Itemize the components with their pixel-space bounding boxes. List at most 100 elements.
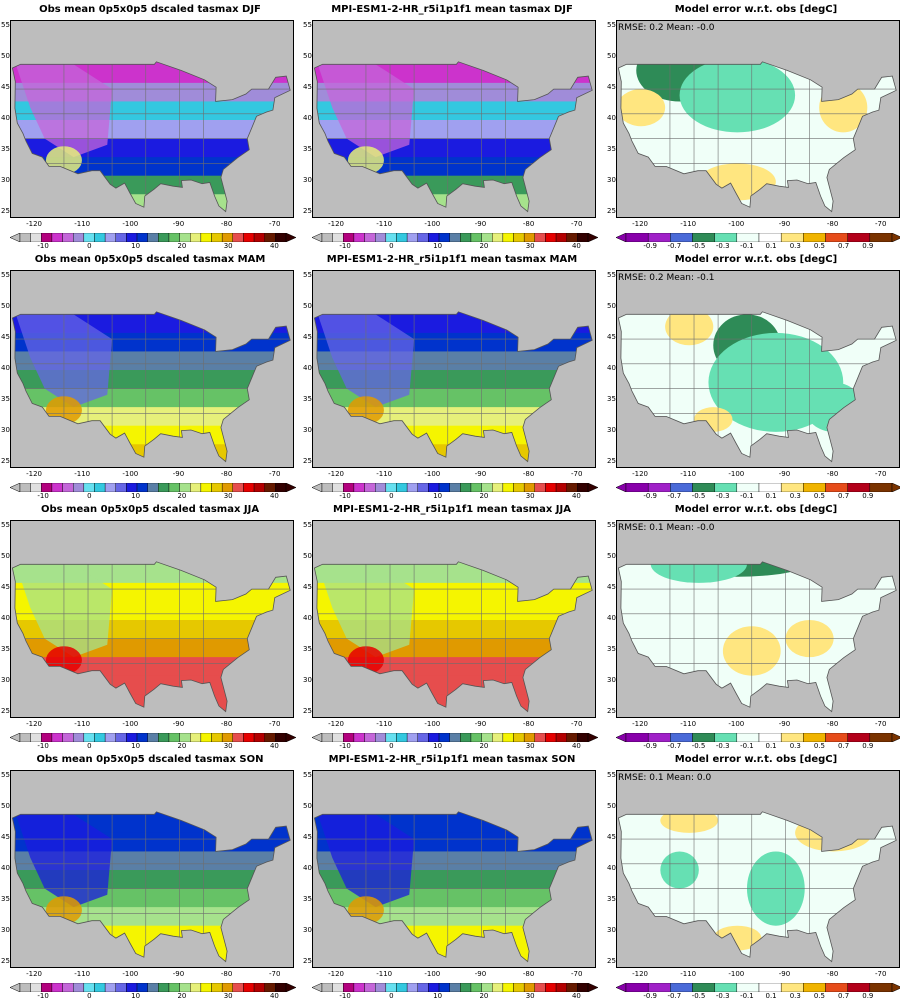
- colorbar-swatch: [253, 733, 265, 742]
- lat-tick-label: 40: [303, 364, 312, 372]
- colorbar-label: 20: [177, 992, 187, 1000]
- colorbar-swatch: [803, 733, 826, 742]
- colorbar-swatch: [94, 733, 106, 742]
- colorbar-swatch: [406, 733, 418, 742]
- colorbar-label: 30: [223, 242, 233, 250]
- lon-tick-label: -80: [522, 970, 535, 978]
- colorbar-label: 30: [223, 992, 233, 1000]
- lon-tick-label: -90: [474, 220, 487, 228]
- colorbar-swatch: [200, 233, 212, 242]
- lon-tick-label: -70: [571, 220, 583, 228]
- lat-tick-label: 55: [607, 271, 616, 280]
- lat-tick-label: 30: [1, 175, 10, 184]
- rmse-stats: RMSE: 0.1 Mean: 0.0: [618, 773, 712, 783]
- colorbar-swatch: [168, 233, 180, 242]
- colorbar-swatch: [803, 483, 826, 492]
- colorbar-swatch: [51, 733, 63, 742]
- model-panel-son: MPI-ESM1-2-HR_r5i1p1f1 mean tasmax SON 55…: [302, 750, 602, 1000]
- temperature-colorbar: [10, 983, 296, 992]
- colorbar-label: 10: [433, 242, 443, 250]
- colorbar-swatch: [147, 483, 159, 492]
- colorbar-label: 10: [131, 992, 141, 1000]
- diff-panel-mam: Model error w.r.t. obs [degC] RMSE: 0.2 M…: [606, 250, 900, 500]
- colorbar-swatch: [179, 983, 191, 992]
- lon-tick-label: -80: [826, 720, 839, 728]
- colorbar-label: -10: [37, 492, 49, 500]
- colorbar-swatch: [492, 233, 504, 242]
- lon-tick-label: -100: [728, 970, 745, 978]
- colorbar-swatch: [73, 233, 85, 242]
- colorbar-swatch: [438, 233, 450, 242]
- panel-title: MPI-ESM1-2-HR_r5i1p1f1 mean tasmax SON: [328, 754, 576, 765]
- colorbar-swatch: [211, 483, 223, 492]
- colorbar-swatch: [869, 233, 893, 242]
- map-plot: [10, 270, 294, 468]
- colorbar-swatch: [136, 483, 148, 492]
- lat-tick-label: 25: [303, 956, 312, 965]
- lat-tick-label: 55: [303, 21, 312, 30]
- lat-tick-label: 45: [303, 83, 312, 92]
- colorbar-swatch: [502, 233, 514, 242]
- lat-tick-label: 25: [1, 956, 10, 965]
- lon-tick-label: -100: [424, 970, 441, 978]
- colorbar-label: 0.1: [765, 742, 777, 750]
- map-svg: [617, 811, 897, 963]
- map-plot: [10, 20, 294, 218]
- colorbar-swatch: [211, 233, 223, 242]
- colorbar-label: -0.1: [740, 742, 754, 750]
- colorbar-swatch: [115, 983, 127, 992]
- lon-tick-label: -70: [571, 470, 583, 478]
- lat-tick-label: 25: [1, 706, 10, 715]
- colorbar-swatch: [625, 483, 649, 492]
- lat-tick-label: 55: [1, 21, 10, 30]
- colorbar-swatch: [73, 483, 85, 492]
- colorbar-swatch: [200, 983, 212, 992]
- map-svg: [313, 311, 596, 468]
- colorbar-swatch: [523, 483, 536, 492]
- colorbar-swatch: [104, 983, 116, 992]
- colorbar-swatch: [41, 483, 53, 492]
- colorbar-label: 20: [177, 242, 187, 250]
- lon-tick-label: -80: [220, 720, 233, 728]
- map-plot: RMSE: 0.2 Mean: -0.1: [616, 270, 900, 468]
- colorbar-swatch: [438, 733, 450, 742]
- error-patch: [694, 407, 733, 432]
- colorbar-swatch: [736, 233, 760, 242]
- lat-tick-label: 35: [303, 144, 312, 153]
- lat-tick-label: 25: [303, 706, 312, 715]
- lat-tick-label: 40: [303, 864, 312, 872]
- lon-tick-label: -120: [328, 470, 344, 478]
- lat-tick-label: 30: [303, 675, 312, 684]
- lat-tick-label: 50: [1, 802, 10, 811]
- temperature-band: [313, 463, 596, 468]
- lon-tick-label: -100: [424, 470, 441, 478]
- colorbar-swatch: [158, 983, 170, 992]
- map-plot: [312, 770, 596, 968]
- colorbar-swatch: [115, 233, 127, 242]
- error-patch: [795, 814, 873, 852]
- colorbar-label: -0.7: [667, 992, 682, 1000]
- colorbar-label: 0: [87, 992, 92, 1000]
- colorbar-swatch: [428, 733, 440, 742]
- coastline: [617, 311, 897, 463]
- colorbar-label: 0.5: [813, 242, 826, 250]
- model-panel-mam: MPI-ESM1-2-HR_r5i1p1f1 mean tasmax MAM 55…: [302, 250, 602, 500]
- map-plot: [10, 770, 294, 968]
- lon-tick-label: -70: [875, 220, 887, 228]
- colorbar-swatch: [232, 733, 244, 742]
- colorbar-swatch: [275, 483, 287, 492]
- colorbar-swatch: [126, 983, 138, 992]
- colorbar-swatch: [803, 233, 826, 242]
- colorbar-swatch: [62, 233, 74, 242]
- colorbar-label: -10: [339, 492, 351, 500]
- temperature-band: [314, 425, 593, 462]
- colorbar-label: 10: [131, 492, 141, 500]
- colorbar-swatch: [406, 233, 418, 242]
- colorbar-swatch: [94, 983, 106, 992]
- error-colorbar: [616, 233, 900, 242]
- colorbar-swatch: [513, 733, 525, 742]
- colorbar-label: -0.5: [691, 492, 706, 500]
- lon-tick-label: -90: [778, 220, 791, 228]
- colorbar-label: 0.3: [789, 242, 801, 250]
- colorbar-swatch: [492, 733, 504, 742]
